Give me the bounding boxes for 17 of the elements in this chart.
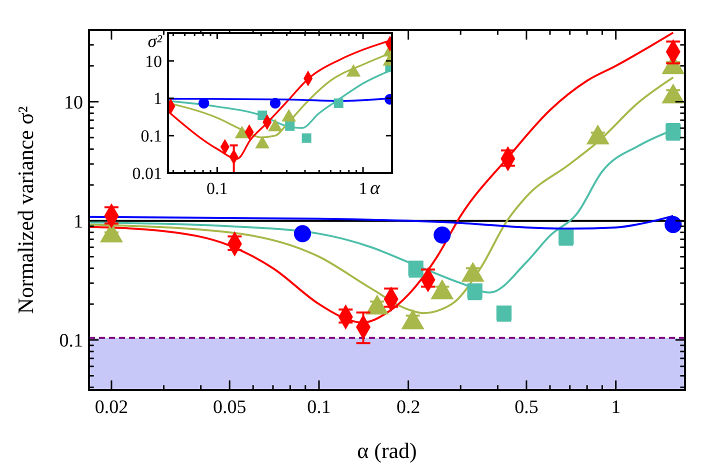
x-tick-label: 1 (611, 397, 621, 418)
x-tick-label: 0.5 (514, 397, 538, 418)
y-tick-label: 10 (64, 92, 83, 114)
y-tick-label: 0.01 (132, 164, 162, 183)
y-tick-label: 1 (154, 89, 162, 108)
x-axis-title: α (370, 178, 382, 199)
x-tick-label: 0.2 (396, 397, 420, 418)
x-axis-title: α (rad) (357, 438, 417, 463)
x-tick-label: 0.05 (212, 397, 246, 418)
y-tick-label: 1 (74, 211, 83, 232)
y-axis-title: σ² (148, 31, 163, 51)
y-tick-label: 0.1 (140, 126, 162, 146)
y-axis-title: Normalized variance σ² (13, 106, 38, 314)
y-tick-label: 10 (145, 52, 162, 71)
x-tick-label: 0.02 (94, 397, 128, 418)
y-tick-label: 0.1 (59, 330, 83, 352)
x-tick-label: 0.1 (307, 397, 331, 418)
